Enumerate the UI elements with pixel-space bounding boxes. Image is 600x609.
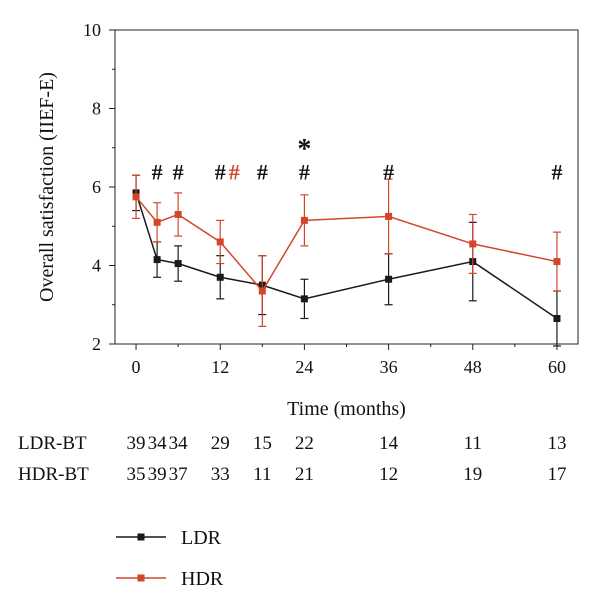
significance-hash: # [383, 159, 394, 184]
y-tick-label: 10 [83, 20, 101, 40]
data-point [385, 275, 393, 283]
legend-marker [137, 574, 145, 582]
significance-hash: # [229, 159, 240, 184]
plot-frame [114, 29, 579, 345]
n-table-cell: 33 [211, 464, 230, 485]
legend-label: LDR [181, 527, 222, 549]
x-tick-label: 36 [380, 357, 398, 377]
y-tick-label: 6 [92, 177, 101, 197]
n-table-cell: 21 [295, 464, 314, 485]
data-point [553, 314, 561, 322]
x-tick-label: 48 [464, 357, 482, 377]
y-axis-label: Overall satisfaction (IIEF-E) [36, 72, 58, 302]
significance-hash: # [215, 159, 226, 184]
series-layer [132, 174, 561, 347]
series-line [135, 192, 558, 320]
data-point [174, 210, 182, 218]
n-table-row-label: LDR-BT [18, 433, 87, 454]
significance-hash: # [257, 159, 268, 184]
n-table-cell: 19 [463, 464, 482, 485]
n-table-cell: 39 [148, 464, 167, 485]
data-point [132, 193, 140, 201]
data-point [216, 238, 224, 246]
n-table-cell: 13 [547, 433, 566, 454]
data-point [153, 256, 161, 264]
legend-marker [137, 533, 145, 541]
data-point [385, 212, 393, 220]
series-line [135, 196, 558, 293]
x-tick-label: 60 [548, 357, 566, 377]
data-point [153, 218, 161, 226]
n-table-cell: 22 [295, 433, 314, 454]
legend-label: HDR [181, 568, 224, 590]
data-point [469, 240, 477, 248]
n-table-cell: 34 [169, 433, 189, 454]
n-table-cell: 11 [253, 464, 271, 485]
n-table-row-label: HDR-BT [18, 464, 89, 485]
data-point [174, 260, 182, 268]
data-point [300, 295, 308, 303]
n-table-cell: 37 [169, 464, 188, 485]
n-table-cell: 29 [211, 433, 230, 454]
legend: LDR HDR [116, 527, 224, 590]
data-point [553, 258, 561, 266]
x-axis-label: Time (months) [287, 398, 406, 420]
significance-hash: # [299, 159, 310, 184]
n-table-cell: 11 [464, 433, 482, 454]
y-tick-label: 4 [92, 256, 101, 276]
series-hdr [132, 174, 561, 327]
y-tick-label: 2 [92, 334, 101, 354]
y-tick-label: 8 [92, 99, 101, 119]
n-table-cell: 34 [148, 433, 168, 454]
x-tick-label: 12 [211, 357, 229, 377]
data-point [258, 287, 266, 295]
x-tick-label: 24 [295, 357, 313, 377]
n-table-cell: 15 [253, 433, 272, 454]
significance-hash: # [152, 159, 163, 184]
data-point [216, 273, 224, 281]
data-point [300, 216, 308, 224]
n-table-cell: 14 [379, 433, 399, 454]
significance-star: * [297, 134, 311, 165]
n-table-cell: 35 [127, 464, 146, 485]
annotations: # # # # # #*# # [152, 134, 563, 184]
n-table-cell: 12 [379, 464, 398, 485]
n-table-cell: 39 [127, 433, 146, 454]
x-tick-label: 0 [132, 357, 141, 377]
series-ldr [132, 174, 561, 347]
significance-hash: # [551, 159, 562, 184]
significance-hash: # [173, 159, 184, 184]
n-table-cell: 17 [547, 464, 566, 485]
